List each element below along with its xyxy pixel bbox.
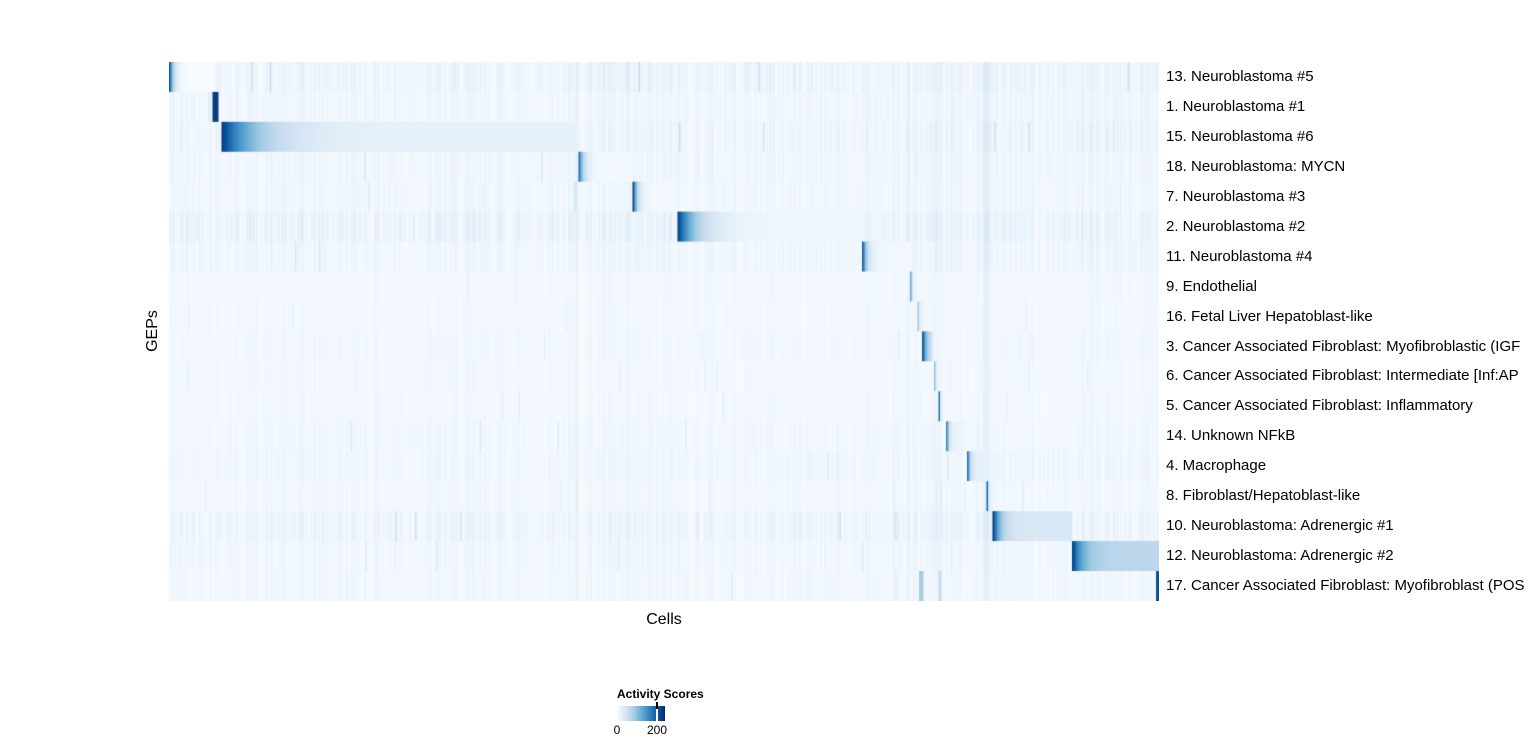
- row-label-17: 12. Neuroblastoma: Adrenergic #2: [1166, 547, 1394, 565]
- legend-tick-label-0: 0: [613, 723, 621, 737]
- x-axis-label: Cells: [646, 611, 682, 628]
- legend-tick-label-200: 200: [646, 723, 668, 737]
- row-label-11: 6. Cancer Associated Fibroblast: Interme…: [1166, 367, 1519, 385]
- legend-colorbar: [617, 706, 665, 721]
- row-label-14: 4. Macrophage: [1166, 457, 1267, 475]
- row-label-18: 17. Cancer Associated Fibroblast: Myofib…: [1166, 577, 1525, 595]
- legend-title: Activity Scores: [617, 687, 704, 701]
- heatmap-canvas: [169, 62, 1159, 601]
- row-label-15: 8. Fibroblast/Hepatoblast-like: [1166, 487, 1361, 505]
- row-label-16: 10. Neuroblastoma: Adrenergic #1: [1166, 517, 1394, 535]
- row-label-4: 18. Neuroblastoma: MYCN: [1166, 157, 1346, 175]
- legend-tick-line: [656, 709, 658, 721]
- row-label-9: 16. Fetal Liver Hepatoblast-like: [1166, 307, 1373, 325]
- row-label-3: 15. Neuroblastoma #6: [1166, 127, 1314, 145]
- row-label-8: 9. Endothelial: [1166, 277, 1257, 295]
- row-label-10: 3. Cancer Associated Fibroblast: Myofibr…: [1166, 337, 1521, 355]
- row-label-6: 2. Neuroblastoma #2: [1166, 217, 1306, 235]
- row-label-1: 13. Neuroblastoma #5: [1166, 68, 1314, 85]
- legend-tick-mark: [656, 702, 658, 709]
- row-label-5: 7. Neuroblastoma #3: [1166, 187, 1306, 205]
- row-label-2: 1. Neuroblastoma #1: [1166, 97, 1306, 115]
- row-label-7: 11. Neuroblastoma #4: [1166, 247, 1313, 265]
- row-label-12: 5. Cancer Associated Fibroblast: Inflamm…: [1166, 397, 1473, 415]
- row-label-13: 14. Unknown NFkB: [1166, 427, 1296, 445]
